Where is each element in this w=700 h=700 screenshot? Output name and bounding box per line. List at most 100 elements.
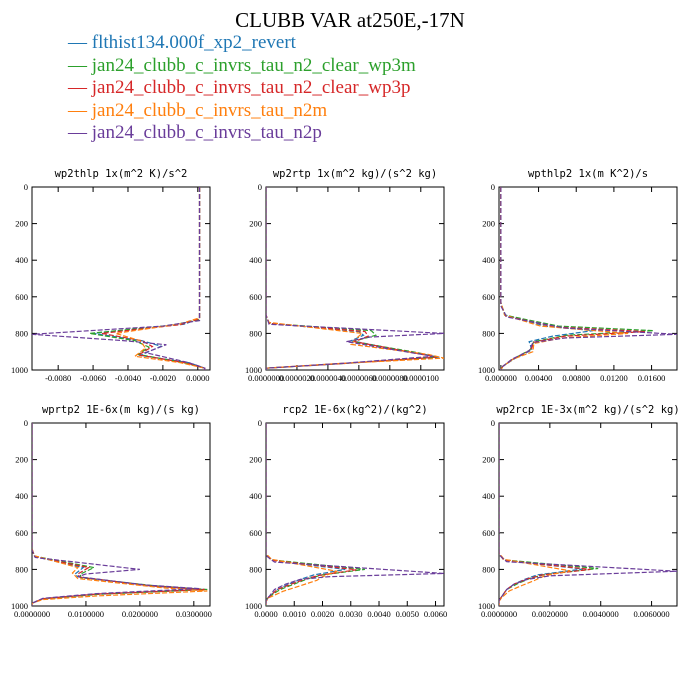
y-tick-label: 800 [15,328,28,338]
x-tick-label: 0.0060 [424,609,447,619]
x-tick-label: 0.0000 [186,373,209,383]
panel-3: wpthlp2 1x(m K^2)/s020040060080010000.00… [478,168,678,383]
x-tick-label: 0.0030 [339,609,362,619]
series-line [499,423,677,606]
y-tick-label: 400 [15,491,28,501]
y-tick-label: 400 [249,255,262,265]
y-tick-label: 200 [482,455,495,465]
y-tick-label: 200 [15,219,28,229]
x-tick-label: 0.0100000 [68,609,104,619]
y-tick-label: 1000 [11,601,28,611]
x-tick-label: -0.0060 [80,373,106,383]
x-tick-label: 0.0000000 [248,373,284,383]
x-tick-label: 0.0000040 [310,373,346,383]
plot-frame [265,186,445,371]
x-tick-label: 0.0000000 [481,609,517,619]
y-tick-label: 1000 [245,365,262,375]
series-line [266,423,339,606]
plot-frame [31,422,211,607]
x-tick-label: 0.01200 [600,373,628,383]
series-line [266,187,444,370]
panel-5: rcp2 1E-6x(kg^2)/(kg^2) 0 200 400 600 800 1000… [245,404,447,619]
y-tick-label: 1000 [478,365,495,375]
legend-label: jan24_clubb_c_invrs_tau_n2p [91,122,322,143]
x-tick-label: 0.000000 [485,373,517,383]
legend-item: — jan24_clubb_c_invrs_tau_n2p [68,122,322,143]
y-tick-label: 800 [249,328,262,338]
y-tick-label: 600 [15,528,28,538]
series-line [32,423,208,606]
legend-item: — jan24_clubb_c_invrs_tau_n2_clear_wp3m [68,54,416,76]
panel-1: wp2thlp 1x(m^2 K)/s^2 0 200 400 600 800 1000 -0… [11,168,211,383]
series-line [32,423,204,606]
series-line [266,423,357,606]
panel-title: wpthlp2 1x(m K^2)/s [528,168,648,180]
plot-frame [498,186,678,371]
legend-item: — jan24_clubb_c_invrs_tau_n2m [68,99,328,121]
y-tick-label: 200 [482,219,495,229]
y-tick-label: 0 [24,418,28,428]
panel-title: rcp2 1E-6x(kg^2)/(kg^2) [282,404,427,416]
legend-item: — flthist134.000f_xp2_revert [68,32,296,53]
series-line [500,187,654,370]
plot-frame [265,422,445,607]
y-tick-label: 600 [482,528,495,538]
panel-title: wp2rtp 1x(m^2 kg)/(s^2 kg) [273,168,437,180]
series-line [32,423,200,606]
y-tick-label: 600 [249,292,262,302]
y-tick-label: 0 [491,182,495,192]
x-tick-label: -0.0020 [150,373,176,383]
y-tick-label: 400 [482,255,495,265]
y-tick-label: 1000 [478,601,495,611]
y-tick-label: 1000 [245,601,262,611]
y-tick-label: 800 [15,564,28,574]
x-tick-label: 0.0000 [254,609,277,619]
figure-title: CLUBB VAR at250E,-17N [235,8,465,32]
series-line [92,187,206,370]
panel-6: wp2rcp 1E-3x(m^2 kg)/(s^2 kg)0 200 400 600 8… [478,404,680,619]
legend-label: jan24_clubb_c_invrs_tau_n2m [91,99,328,121]
x-tick-label: 0.0050 [396,609,419,619]
x-tick-label: 0.0020000 [532,609,568,619]
y-tick-label: 400 [482,491,495,501]
x-tick-label: 0.0300000 [176,609,212,619]
y-tick-label: 800 [249,564,262,574]
series-line [499,423,599,606]
y-tick-label: 200 [249,455,262,465]
y-tick-label: 200 [249,219,262,229]
y-tick-label: 600 [15,292,28,302]
series-line [266,423,444,606]
y-tick-label: 400 [15,255,28,265]
y-tick-label: 1000 [11,365,28,375]
y-tick-label: 800 [482,328,495,338]
x-tick-label: 0.0000060 [341,373,377,383]
y-tick-label: 0 [491,418,495,428]
x-tick-label: 0.01600 [638,373,666,383]
panel-title: wp2thlp 1x(m^2 K)/s^2 [55,168,188,180]
x-tick-label: 0.00800 [562,373,590,383]
series-line [499,423,591,606]
y-tick-label: 600 [482,292,495,302]
y-tick-label: 800 [482,564,495,574]
x-tick-label: 0.00400 [525,373,553,383]
y-tick-label: 200 [15,455,28,465]
legend: — flthist134.000f_xp2_revert — jan24_clu… [68,32,416,145]
y-tick-label: 0 [24,182,28,192]
panel-2: wp2rtp 1x(m^2 kg)/(s^2 kg) 0 200 400 600 800 1… [245,168,445,383]
plot-frame [31,186,211,371]
y-tick-label: 400 [249,491,262,501]
x-tick-label: -0.0080 [45,373,71,383]
legend-label: flthist134.000f_xp2_revert [91,32,296,53]
series-line [101,187,206,370]
panel-title: wp2rcp 1E-3x(m^2 kg)/(s^2 kg) [496,404,679,416]
series-line [500,187,594,370]
legend-item: — jan24_clubb_c_invrs_tau_n2_clear_wp3p [68,77,411,98]
x-tick-label: 0.0000100 [403,373,439,383]
series-line [500,187,677,370]
series-line [500,187,629,370]
series-line [115,187,206,370]
x-tick-label: 0.0040 [367,609,390,619]
x-tick-label: 0.0040000 [583,609,619,619]
series-line [500,187,646,370]
